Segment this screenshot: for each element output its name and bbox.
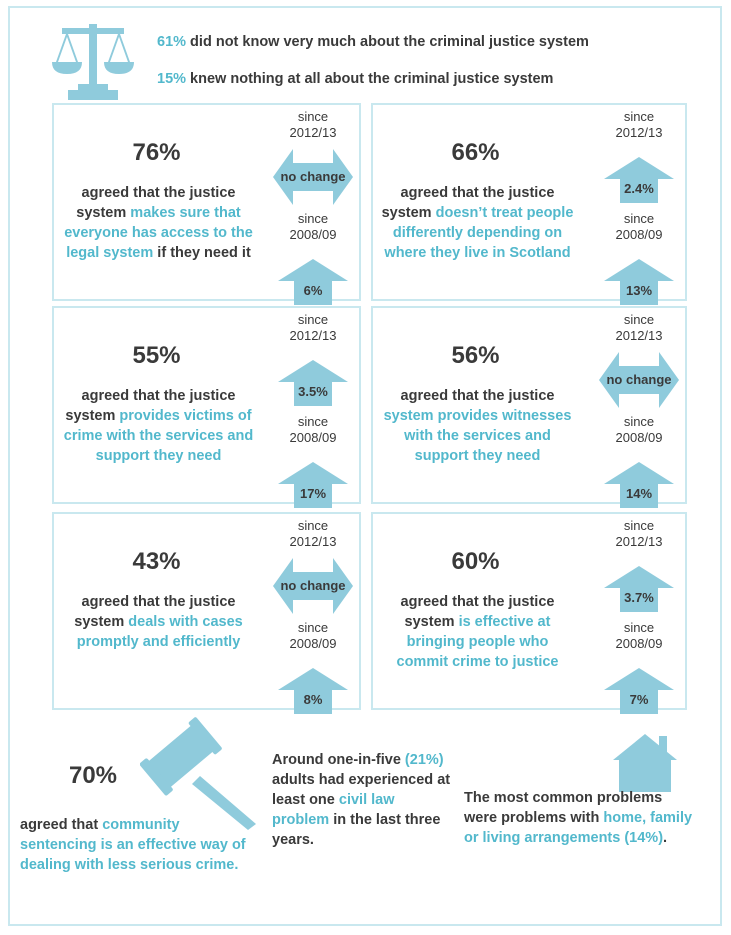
change-arrow-2 [604,462,674,513]
change-label-1: 2.4% [624,181,654,196]
since-label-1: since 2012/13 [615,518,663,549]
change-arrow-1 [273,149,353,210]
change-arrow-2 [278,668,348,719]
house-text: The most common problems were problems w… [464,788,694,848]
panel-desc-highlight: system provides witnesses with the servi… [383,408,572,464]
gavel-icon [139,712,260,832]
panel-desc-plain: agreed that the justice system [381,185,555,221]
gavel-text-highlight: community sentencing is an effective way… [20,817,246,873]
gavel-percent: 70% [68,762,118,789]
stat-panel: 76% agreed that the justice system makes … [52,103,361,305]
panel-desc-highlight: deals with cases promptly and efficientl… [76,614,243,650]
house-text-plain: The most common problems were problems w… [464,790,663,826]
panel-description: agreed that the justice system provides … [60,386,257,466]
panel-description: agreed that the justice system deals wit… [60,592,257,652]
panel-description: agreed that the justice system provides … [379,386,576,466]
gavel-text-plain: agreed that [20,817,103,833]
change-arrow-1 [604,157,674,208]
change-arrow-2 [278,259,348,310]
since-label-2: since 2008/09 [289,620,337,651]
header-line-1: 61% did not know very much about the cri… [157,34,589,50]
panel-desc-plain: agreed that the justice system [76,185,236,221]
civil-text-hl-1: (21%) [404,752,444,768]
panel-description: agreed that the justice system is effect… [379,592,576,672]
change-arrow-1 [599,352,679,413]
panel-percent: 60% [451,548,500,575]
change-label-2: 6% [303,283,323,298]
panel-desc-plain: agreed that the justice system [65,388,236,424]
header-pct-2: 15% [157,71,187,87]
change-label-1: no change [606,372,672,387]
change-label-1: no change [280,578,346,593]
panel-desc-plain: agreed that the justice [400,388,555,404]
since-label-1: since 2012/13 [289,518,337,549]
panel-desc-highlight: provides victims of crime with the servi… [63,408,254,464]
house-text-highlight: home, family or living arrangements (14%… [464,810,693,846]
since-label-1: since 2012/13 [615,312,663,343]
civil-law-text: Around one-in-five (21%) adults had expe… [272,750,452,850]
change-arrow-1 [273,558,353,619]
change-arrow-2 [278,462,348,513]
header-text-1: did not know very much about the crimina… [186,34,589,50]
since-label-2: since 2008/09 [615,414,663,445]
gavel-text: agreed that community sentencing is an e… [20,815,250,875]
since-label-2: since 2008/09 [289,211,337,242]
panel-percent: 43% [132,548,181,575]
since-label-2: since 2008/09 [289,414,337,445]
change-label-1: 3.5% [298,384,328,399]
stat-panel: 66% agreed that the justice system doesn’… [371,103,687,305]
panel-desc-plain: agreed that the justice system [74,594,236,630]
header-text-2: knew nothing at all about the criminal j… [186,71,554,87]
stat-panel: 60% agreed that the justice system is eff… [371,512,687,714]
panel-desc-after: if they need it [153,245,251,261]
change-label-1: no change [280,169,346,184]
house-icon [611,730,679,794]
panel-description: agreed that the justice system doesn’t t… [379,183,576,263]
stat-panel: 56% agreed that the justice system provid… [371,306,687,508]
panel-percent: 66% [451,139,500,166]
stat-panel: 43% agreed that the justice system deals … [52,512,361,714]
scales-of-justice-icon [50,18,136,102]
since-label-1: since 2012/13 [289,109,337,140]
civil-text-2: adults had experienced at least one [272,772,451,808]
header-line-2: 15% knew nothing at all about the crimin… [157,71,553,87]
civil-text-1: Around one-in-five [272,752,405,768]
house-text-after: . [663,830,668,846]
change-arrow-2 [604,259,674,310]
change-label-1: 3.7% [624,590,654,605]
since-label-1: since 2012/13 [289,312,337,343]
since-label-1: since 2012/13 [615,109,663,140]
change-arrow-1 [604,566,674,617]
panel-percent: 56% [451,342,500,369]
change-label-2: 17% [299,486,327,501]
change-label-2: 13% [625,283,653,298]
change-arrow-1 [278,360,348,411]
panel-percent: 76% [132,139,181,166]
civil-text-hl-2: civil law problem [272,792,395,828]
panel-desc-highlight: makes sure that everyone has access to t… [64,205,253,261]
panel-percent: 55% [132,342,181,369]
header-pct-1: 61% [157,34,187,50]
since-label-2: since 2008/09 [615,620,663,651]
infographic-frame [8,6,722,926]
change-label-2: 8% [303,692,323,707]
panel-desc-plain: agreed that the justice system [400,594,555,630]
stat-panel: 55% agreed that the justice system provid… [52,306,361,508]
panel-description: agreed that the justice system makes sur… [60,183,257,263]
change-label-2: 7% [629,692,649,707]
change-arrow-2 [604,668,674,719]
change-label-2: 14% [625,486,653,501]
since-label-2: since 2008/09 [615,211,663,242]
panel-desc-highlight: doesn’t treat people differently dependi… [384,205,574,261]
civil-text-3: in the last three years. [272,812,441,848]
panel-desc-highlight: is effective at bringing people who comm… [396,614,559,670]
